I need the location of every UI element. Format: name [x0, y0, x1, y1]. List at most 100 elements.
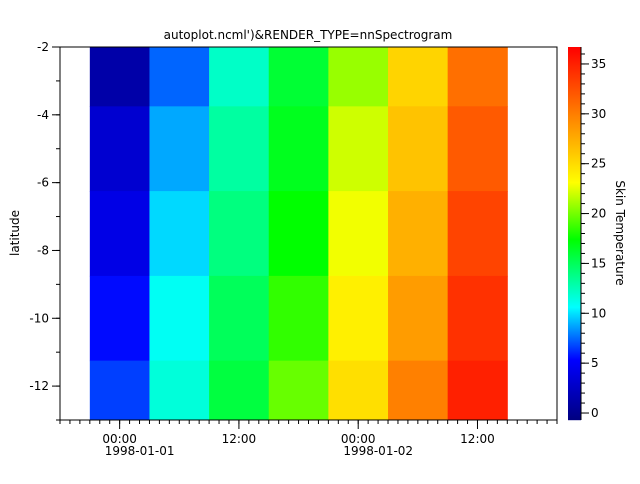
colorbar-swatch: [568, 131, 581, 133]
colorbar-swatch: [568, 325, 581, 327]
colorbar-swatch: [568, 237, 581, 239]
colorbar-swatch: [568, 247, 581, 249]
colorbar-swatch: [568, 271, 581, 273]
colorbar-swatch: [568, 411, 581, 413]
colorbar-swatch: [568, 72, 581, 74]
colorbar-swatch: [568, 371, 581, 373]
colorbar-swatch: [568, 103, 581, 105]
colorbar-swatch: [568, 106, 581, 108]
colorbar-swatch: [568, 362, 581, 364]
colorbar-swatch: [568, 86, 581, 88]
colorbar-swatch: [568, 209, 581, 211]
colorbar-swatch: [568, 229, 581, 231]
colorbar-swatch: [568, 169, 581, 171]
colorbar-swatch: [568, 226, 581, 228]
colorbar-swatch: [568, 242, 581, 244]
colorbar-swatch: [568, 414, 581, 416]
colorbar-swatch: [568, 244, 581, 246]
colorbar-swatch: [568, 370, 581, 372]
colorbar-swatch: [568, 49, 581, 51]
colorbar-swatch: [568, 98, 581, 100]
colorbar-swatch: [568, 340, 581, 342]
colorbar-swatch: [568, 293, 581, 295]
colorbar-swatch: [568, 307, 581, 309]
colorbar-swatch: [568, 257, 581, 259]
colorbar-swatch: [568, 391, 581, 393]
colorbar-swatch: [568, 323, 581, 325]
colorbar-swatch: [568, 145, 581, 147]
colorbar-swatch: [568, 107, 581, 109]
colorbar-swatch: [568, 235, 581, 237]
colorbar-swatch: [568, 354, 581, 356]
colorbar-swatch: [568, 313, 581, 315]
colorbar-swatch: [568, 241, 581, 243]
colorbar-swatch: [568, 54, 581, 56]
colorbar-swatch: [568, 233, 581, 235]
heatmap-cell: [149, 191, 210, 277]
colorbar-swatch: [568, 327, 581, 329]
colorbar-swatch: [568, 260, 581, 262]
colorbar-swatch: [568, 147, 581, 149]
colorbar-swatch: [568, 361, 581, 363]
y-axis-label: latitude: [8, 210, 22, 256]
y-tick-label: -4: [37, 108, 49, 122]
colorbar-swatch: [568, 211, 581, 213]
x-tick-label: 00:00: [341, 432, 376, 446]
colorbar-swatch: [568, 172, 581, 174]
colorbar-swatch: [568, 399, 581, 401]
colorbar-swatch: [568, 113, 581, 115]
colorbar-swatch: [568, 142, 581, 144]
colorbar-swatch: [568, 177, 581, 179]
colorbar-swatch: [568, 118, 581, 120]
colorbar-swatch: [568, 82, 581, 84]
colorbar-swatch: [568, 406, 581, 408]
heatmap-cell: [447, 47, 508, 107]
colorbar-swatch: [568, 285, 581, 287]
colorbar-swatch: [568, 283, 581, 285]
colorbar-swatch: [568, 373, 581, 375]
colorbar-swatch: [568, 130, 581, 132]
colorbar-swatch: [568, 192, 581, 194]
heatmap-cell: [268, 191, 329, 277]
colorbar-swatch: [568, 306, 581, 308]
colorbar-swatch: [568, 167, 581, 169]
colorbar-swatch: [568, 388, 581, 390]
colorbar-swatch: [568, 101, 581, 103]
colorbar-swatch: [568, 239, 581, 241]
colorbar-swatch: [568, 70, 581, 72]
colorbar-swatch: [568, 328, 581, 330]
colorbar-swatch: [568, 108, 581, 110]
colorbar-swatch: [568, 91, 581, 93]
colorbar-swatch: [568, 132, 581, 134]
colorbar-swatch: [568, 398, 581, 400]
colorbar-swatch: [568, 153, 581, 155]
colorbar-swatch: [568, 207, 581, 209]
colorbar-swatch: [568, 114, 581, 116]
colorbar-swatch: [568, 185, 581, 187]
colorbar-swatch: [568, 279, 581, 281]
colorbar-swatch: [568, 321, 581, 323]
colorbar-swatch: [568, 334, 581, 336]
colorbar-swatch: [568, 385, 581, 387]
colorbar-swatch: [568, 291, 581, 293]
colorbar-swatch: [568, 397, 581, 399]
colorbar-swatch: [568, 330, 581, 332]
heatmap-cell: [268, 47, 329, 107]
colorbar-swatch: [568, 68, 581, 70]
colorbar-swatch: [568, 297, 581, 299]
colorbar-swatch: [568, 138, 581, 140]
colorbar-swatch: [568, 160, 581, 162]
colorbar-swatch: [568, 304, 581, 306]
colorbar-tick-label: 20: [591, 207, 606, 221]
colorbar-swatch: [568, 308, 581, 310]
colorbar-swatch: [568, 351, 581, 353]
colorbar-swatch: [568, 312, 581, 314]
colorbar-swatch: [568, 186, 581, 188]
colorbar-swatch: [568, 405, 581, 407]
colorbar-swatch: [568, 250, 581, 252]
colorbar-swatch: [568, 47, 581, 49]
heatmap-cell: [89, 106, 150, 192]
colorbar-swatch: [568, 59, 581, 61]
colorbar-swatch: [568, 382, 581, 384]
